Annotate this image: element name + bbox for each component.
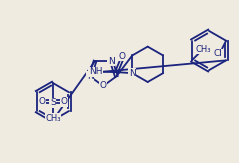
Text: O: O xyxy=(38,97,45,106)
Text: Cl: Cl xyxy=(214,49,223,58)
Text: O: O xyxy=(100,82,107,90)
Text: N: N xyxy=(108,57,115,66)
Text: CH₃: CH₃ xyxy=(196,45,212,54)
Text: NH: NH xyxy=(89,67,103,76)
Text: CH₃: CH₃ xyxy=(45,114,60,123)
Text: S: S xyxy=(50,98,56,107)
Text: N: N xyxy=(87,72,93,81)
Text: O: O xyxy=(60,97,67,106)
Text: O: O xyxy=(119,52,126,61)
Text: N: N xyxy=(129,69,136,78)
